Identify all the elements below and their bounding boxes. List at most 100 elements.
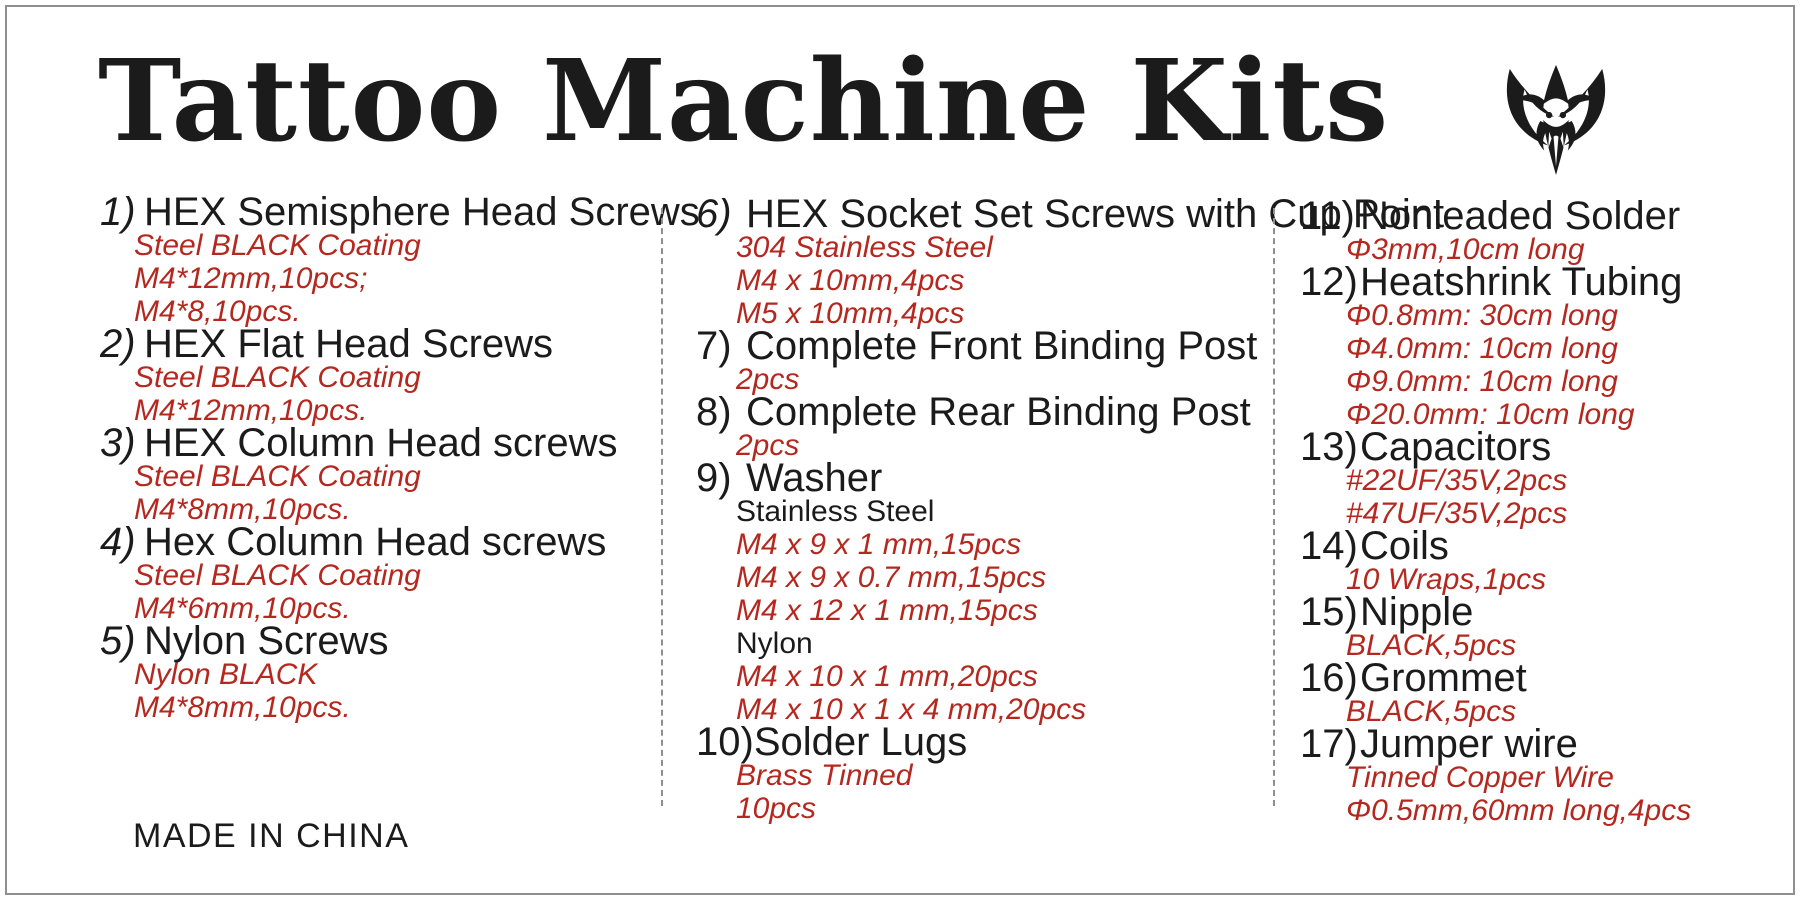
kit-item-title: Complete Rear Binding Post [746, 390, 1251, 434]
kit-item-number: 17) [1300, 722, 1358, 766]
kit-item: 1) HEX Semisphere Head Screws Steel BLACK … [100, 190, 700, 328]
kit-item-title: Washer [746, 456, 883, 500]
kit-item-line: 2pcs [736, 363, 800, 396]
kit-item-title: Jumper wire [1360, 722, 1578, 766]
kit-item-heading: 11) Nonleaded Solder [1300, 194, 1770, 238]
kit-item-heading: 13) Capacitors [1300, 425, 1770, 469]
kit-item-heading: 14) Coils [1300, 524, 1770, 568]
kit-item-number: 14) [1300, 524, 1358, 568]
kit-item-number: 4) [100, 520, 136, 564]
kit-item-heading: 1) HEX Semisphere Head Screws [100, 190, 700, 234]
kit-item-number: 1) [100, 190, 136, 234]
kit-item-line: Nylon BLACK [134, 658, 318, 691]
column-divider [1273, 208, 1275, 806]
kit-item: 9) Washer Stainless Steel M4 x 9 x 1 mm,15p… [696, 456, 1266, 726]
kit-item-number: 10) [696, 720, 754, 764]
kit-item-number: 11) [1300, 194, 1355, 238]
column-divider [661, 208, 663, 806]
kit-item-title: Capacitors [1360, 425, 1552, 469]
kit-item-title: HEX Column Head screws [144, 421, 618, 465]
kit-item-number: 12) [1300, 260, 1358, 304]
kit-item-line: M4 x 10 x 1 x 4 mm,20pcs [736, 693, 1087, 726]
kit-item-heading: 15) Nipple [1300, 590, 1770, 634]
page-title: Tattoo Machine Kits [98, 36, 1390, 167]
kit-item-line: Φ3mm,10cm long [1346, 233, 1585, 266]
kit-item-line: Steel BLACK Coating [134, 229, 421, 262]
kit-item-title: Solder Lugs [753, 720, 968, 764]
kit-item-line: M4*8mm,10pcs. [134, 493, 351, 526]
kit-item-line: Φ20.0mm: 10cm long [1346, 398, 1635, 431]
kit-item-number: 9) [696, 456, 732, 500]
kit-item-heading: 16) Grommet [1300, 656, 1770, 700]
kit-item-heading: 10) Solder Lugs [696, 720, 1266, 764]
kit-item-number: 6) [696, 192, 732, 236]
kit-item-line: M4*6mm,10pcs. [134, 592, 351, 625]
kit-item-heading: 12) Heatshrink Tubing [1300, 260, 1770, 304]
kit-item-line: Steel BLACK Coating [134, 559, 421, 592]
kit-item-number: 7) [696, 324, 732, 368]
kit-item-number: 16) [1300, 656, 1358, 700]
kit-item-title: Coils [1360, 524, 1449, 568]
kit-item-heading: 9) Washer [696, 456, 1266, 500]
kit-item: 16) Grommet BLACK,5pcs [1300, 656, 1770, 728]
kit-item: 8) Complete Rear Binding Post 2pcs [696, 390, 1266, 462]
parts-column-2: 6) HEX Socket Set Screws with Cup Point 30… [696, 192, 1444, 825]
kit-item: 17) Jumper wire Tinned Copper Wire Φ0.5mm,6… [1300, 722, 1770, 827]
parts-column-3: 11) Nonleaded Solder Φ3mm,10cm long 12) Heat… [1300, 194, 1770, 827]
kit-item-line: Φ0.8mm: 30cm long [1346, 299, 1618, 332]
kit-item-line: M4*8,10pcs. [134, 295, 301, 328]
kit-item-line: 2pcs [736, 429, 800, 462]
kit-item: 15) Nipple BLACK,5pcs [1300, 590, 1770, 662]
kit-item-heading: 6) HEX Socket Set Screws with Cup Point [696, 192, 1444, 236]
kit-item-line: M4*8mm,10pcs. [134, 691, 351, 724]
kit-item-line: Steel BLACK Coating [134, 460, 421, 493]
kit-item-heading: 7) Complete Front Binding Post [696, 324, 1266, 368]
kit-item-number: 13) [1300, 425, 1358, 469]
kit-item-line: BLACK,5pcs [1346, 629, 1517, 662]
kit-item-title: HEX Semisphere Head Screws [144, 190, 700, 234]
kit-item: 3) HEX Column Head screws Steel BLACK Coat… [100, 421, 660, 526]
kit-item-line: M4*12mm,10pcs; [134, 262, 368, 295]
kit-item-line: 10 Wraps,1pcs [1346, 563, 1547, 596]
kit-item-line: Steel BLACK Coating [134, 361, 421, 394]
kit-item-heading: 4) Hex Column Head screws [100, 520, 660, 564]
kit-item-number: 2) [100, 322, 136, 366]
kit-item-number: 5) [100, 619, 136, 663]
kit-item-title: Hex Column Head screws [144, 520, 607, 564]
kit-item-line: Stainless Steel [736, 495, 935, 528]
kit-item-heading: 5) Nylon Screws [100, 619, 660, 663]
kit-item: 5) Nylon Screws Nylon BLACK M4*8mm,10pcs. [100, 619, 660, 724]
kit-item-line: Φ4.0mm: 10cm long [1346, 332, 1618, 365]
kit-item-title: HEX Socket Set Screws with Cup Point [746, 192, 1445, 236]
kit-item-line: M5 x 10mm,4pcs [736, 297, 965, 330]
kit-item-line: #22UF/35V,2pcs [1346, 464, 1568, 497]
kit-item-line: M4*12mm,10pcs. [134, 394, 368, 427]
made-in-china-label: MADE IN CHINA [133, 817, 410, 855]
kit-item-title: Nylon Screws [144, 619, 389, 663]
kit-item-number: 8) [696, 390, 732, 434]
kit-item-title: Nipple [1360, 590, 1474, 634]
kit-item-title: HEX Flat Head Screws [144, 322, 554, 366]
tribal-spider-icon [1506, 64, 1606, 176]
kit-item-line: 10pcs [736, 792, 817, 825]
kit-item: 11) Nonleaded Solder Φ3mm,10cm long [1300, 194, 1770, 266]
kit-item-line: 304 Stainless Steel [736, 231, 993, 264]
kit-item-number: 3) [100, 421, 136, 465]
kit-item-number: 15) [1300, 590, 1358, 634]
kit-item: 13) Capacitors #22UF/35V,2pcs #47UF/35V,2pc… [1300, 425, 1770, 530]
kit-item-line: Φ0.5mm,60mm long,4pcs [1346, 794, 1692, 827]
tribal-spider-logo [1494, 60, 1618, 178]
kit-item-title: Complete Front Binding Post [746, 324, 1258, 368]
kit-item-heading: 8) Complete Rear Binding Post [696, 390, 1266, 434]
kit-item-line: Φ9.0mm: 10cm long [1346, 365, 1618, 398]
kit-item: 6) HEX Socket Set Screws with Cup Point 30… [696, 192, 1444, 330]
kit-item-line: M4 x 10mm,4pcs [736, 264, 965, 297]
kit-item-line: Nylon [736, 627, 813, 660]
kit-item-line: Tinned Copper Wire [1346, 761, 1614, 794]
kit-item-title: Nonleaded Solder [1360, 194, 1681, 238]
kit-item-line: M4 x 9 x 0.7 mm,15pcs [736, 561, 1047, 594]
kit-item-line: Brass Tinned [736, 759, 913, 792]
kit-item: 10) Solder Lugs Brass Tinned 10pcs [696, 720, 1266, 825]
kit-item-heading: 2) HEX Flat Head Screws [100, 322, 660, 366]
